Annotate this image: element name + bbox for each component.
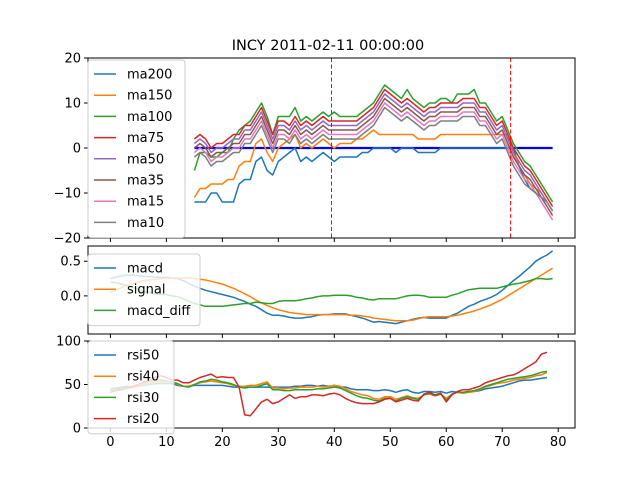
chart-title: INCY 2011-02-11 00:00:00 xyxy=(232,38,424,54)
legend-label-ma35: ma35 xyxy=(127,174,164,189)
legend-label-ma50: ma50 xyxy=(127,152,164,167)
legend-label-signal: signal xyxy=(127,283,165,298)
ma-y-tick-label: −10 xyxy=(54,187,81,202)
legend-label-rsi50: rsi50 xyxy=(127,349,159,364)
x-tick-label: 40 xyxy=(326,435,343,450)
rsi-y-tick-label: 0 xyxy=(73,422,81,437)
ma-legend-box xyxy=(87,59,186,239)
ma-plot-area xyxy=(193,58,554,238)
x-tick-label: 10 xyxy=(158,435,175,450)
rsi-legend-box xyxy=(87,340,175,435)
ma-panel: 20100−10−20ma200ma150ma100ma75ma50ma35ma… xyxy=(54,52,576,247)
legend-label-rsi30: rsi30 xyxy=(127,391,159,406)
macd-legend-box xyxy=(87,253,201,327)
series-ma10 xyxy=(193,106,554,212)
legend-label-ma75: ma75 xyxy=(127,131,164,146)
ma-y-tick-label: 20 xyxy=(64,52,81,67)
x-tick-label: 20 xyxy=(214,435,231,450)
legend-label-ma200: ma200 xyxy=(127,68,172,83)
x-tick-label: 80 xyxy=(550,435,567,450)
series-ma150 xyxy=(193,129,548,203)
rsi-plot-area xyxy=(110,351,548,417)
legend-label-macd: macd xyxy=(127,262,163,277)
x-tick-label: 60 xyxy=(438,435,455,450)
ma-y-tick-label: 0 xyxy=(73,142,81,157)
rsi-legend: rsi50 rsi40 rsi30 rsi20 xyxy=(87,340,175,435)
x-tick-label: 70 xyxy=(494,435,511,450)
x-tick-label: 50 xyxy=(382,435,399,450)
macd-y-tick-label: 0.5 xyxy=(60,255,81,270)
legend-label-rsi20: rsi20 xyxy=(127,412,159,427)
x-tick-label: 30 xyxy=(270,435,287,450)
rsi-y-tick-label: 50 xyxy=(64,378,81,393)
ma-y-tick-label: 10 xyxy=(64,97,81,112)
macd-panel: 0.5 0.0 macd signal macd_diff xyxy=(60,245,576,338)
series-ma15 xyxy=(193,102,554,221)
series-rsi20 xyxy=(110,351,548,417)
series-ma50 xyxy=(193,93,554,212)
macd-legend: macd signal macd_diff xyxy=(87,253,201,327)
legend-label-macd_diff: macd_diff xyxy=(127,304,191,319)
legend-label-rsi40: rsi40 xyxy=(127,370,159,385)
ma-legend: ma200 ma150 ma100 ma75 ma50 ma35 ma15 ma10 xyxy=(87,59,186,239)
legend-label-ma100: ma100 xyxy=(127,110,172,125)
legend-label-ma15: ma15 xyxy=(127,195,164,210)
series-rsi30 xyxy=(110,370,548,402)
series-ma35 xyxy=(193,97,554,216)
series-ma100 xyxy=(193,84,554,203)
series-ma75 xyxy=(193,88,554,207)
series-ma200 xyxy=(194,147,554,212)
legend-label-ma150: ma150 xyxy=(127,89,172,104)
ma-y-tick-label: −20 xyxy=(54,232,81,247)
macd-y-tick-label: 0.0 xyxy=(60,289,81,304)
x-tick-label: 0 xyxy=(106,435,114,450)
legend-label-ma10: ma10 xyxy=(127,216,164,231)
rsi-y-tick-label: 100 xyxy=(56,335,81,350)
